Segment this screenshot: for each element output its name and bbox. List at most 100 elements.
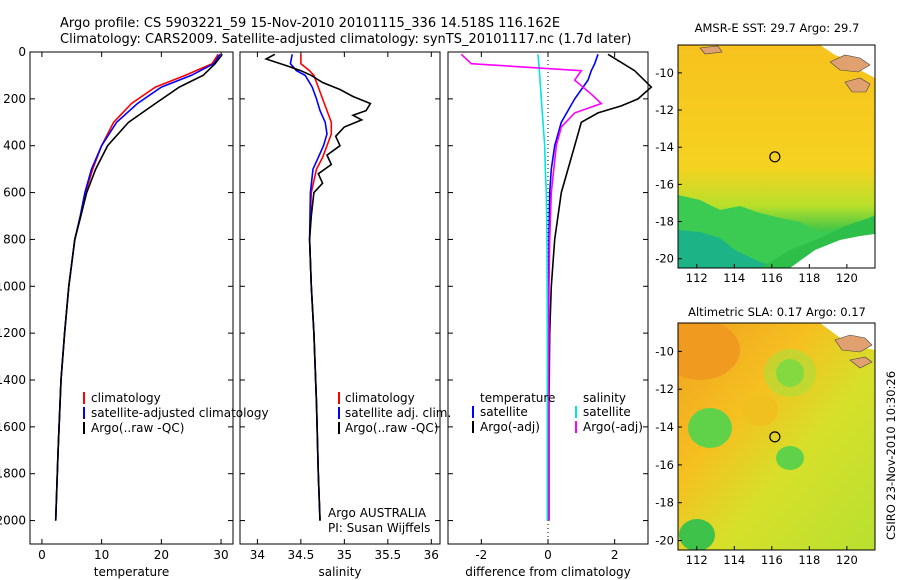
map-x-tick-label: 112: [686, 553, 708, 567]
australia-coast: [790, 234, 875, 268]
sla-low-eddy: [776, 446, 804, 470]
temperature-legend: climatology satellite-adjusted climatolo…: [83, 391, 269, 435]
y-tick-label: 800: [3, 232, 26, 246]
y-tick-label: 0: [18, 45, 26, 59]
x-tick-label: 34: [250, 548, 265, 562]
x-tick-label: 2: [611, 548, 619, 562]
map-x-tick-label: 118: [798, 271, 820, 285]
series-line-climatology: [300, 54, 333, 521]
argo-location-marker: [769, 151, 781, 163]
sla-high-region: [678, 323, 740, 380]
x-axis-label: salinity: [318, 565, 361, 579]
difference-plot: -2 0 2 difference from climatology: [448, 51, 653, 579]
map-y-tick-label: -20: [655, 534, 674, 548]
map-x-tick-label: 116: [761, 271, 783, 285]
y-tick-label: 1400: [0, 373, 26, 387]
map-x-tick-label: 114: [723, 271, 745, 285]
series-line-salinity-satellite: [537, 54, 549, 521]
x-axis-label: difference from climatology: [465, 565, 631, 579]
header-line-1: Argo profile: CS 5903221_59 15-Nov-2010 …: [60, 16, 560, 31]
map-y-tick-label: -16: [655, 177, 674, 191]
x-tick-label: 35.5: [374, 548, 401, 562]
legend-label-argo: Argo(..raw -QC): [345, 421, 438, 435]
y-tick-label: 1800: [0, 467, 26, 481]
float-owner-label: Argo AUSTRALIA: [328, 506, 427, 520]
map-x-tick-label: 116: [761, 553, 783, 567]
map-y-tick-label: -18: [655, 496, 674, 510]
sla-low-eddy: [688, 408, 732, 448]
map-y-tick-label: -10: [655, 66, 674, 80]
map-x-tick-label: 120: [836, 271, 858, 285]
island-sumbawa: [844, 77, 871, 93]
map-x-tick-label: 120: [836, 553, 858, 567]
map-y-tick-label: -14: [655, 420, 674, 434]
map-x-tick-label: 118: [798, 553, 820, 567]
sla-map-frame: [677, 322, 876, 551]
y-tick-label: 1600: [0, 420, 26, 434]
header-line-2: Climatology: CARS2009. Satellite-adjuste…: [60, 32, 632, 47]
x-tick-label: 36: [424, 548, 439, 562]
y-tick-label: 600: [3, 186, 26, 200]
y-tick-label: 200: [3, 92, 26, 106]
map-y-tick-label: -12: [655, 382, 674, 396]
legend-label-climatology: climatology: [91, 391, 161, 405]
float-pi-label: PI: Susan Wijffels: [328, 521, 430, 535]
legend-label-temp-argo: Argo(-adj): [480, 420, 540, 434]
salinity-legend: climatology satellite adj. clim. Argo(..…: [328, 391, 451, 535]
x-tick-label: 30: [213, 548, 228, 562]
x-tick-label: 0: [544, 548, 552, 562]
map-x-tick-label: 112: [686, 271, 708, 285]
legend-label-climatology: climatology: [345, 391, 415, 405]
map-y-tick-label: -10: [655, 344, 674, 358]
legend-label-satellite: satellite-adjusted climatology: [91, 406, 269, 420]
legend-label-sal-argo: Argo(-adj): [583, 420, 643, 434]
map-x-tick-label: 114: [723, 553, 745, 567]
series-line-argo-raw-qc-: [264, 53, 372, 521]
argo-location-marker: [769, 431, 781, 443]
map-y-tick-label: -18: [655, 215, 674, 229]
x-tick-label: -2: [475, 548, 487, 562]
temperature-plot: 0 10 20 30 0 200 400 600 800 1000 1200 1400 1600 1800…: [0, 45, 233, 579]
x-tick-label: 20: [154, 548, 169, 562]
temperature-panel-frame: [29, 51, 234, 545]
series-line-climatology: [54, 53, 219, 521]
legend-label-temp-satellite: satellite: [480, 405, 528, 419]
x-tick-label: 0: [38, 548, 46, 562]
sla-low-eddy: [679, 519, 715, 550]
sst-map-frame: [677, 44, 876, 269]
legend-label-satellite: satellite adj. clim.: [345, 406, 451, 420]
salinity-panel-frame: [239, 51, 441, 545]
y-tick-label: 400: [3, 139, 26, 153]
x-axis-label: temperature: [94, 565, 169, 579]
series-line-argo-raw-qc-: [54, 53, 223, 521]
sst-map-title: AMSR-E SST: 29.7 Argo: 29.7: [695, 21, 860, 35]
legend-label-sal-satellite: satellite: [583, 405, 631, 419]
salinity-plot: 34 34.5 35 35.5 36 salinity: [240, 51, 440, 579]
x-tick-label: 10: [94, 548, 109, 562]
credit-label: CSIRO 23-Nov-2010 10:30:26: [884, 371, 898, 540]
y-tick-label: 1000: [0, 279, 26, 293]
series-line-salinity-argo-adj-: [460, 53, 603, 521]
series-line-satellite-adjusted-climatology: [54, 53, 221, 521]
legend-heading-salinity: salinity: [583, 391, 626, 405]
map-y-tick-label: -14: [655, 140, 674, 154]
island-sumba: [834, 334, 873, 353]
island-sumba: [829, 54, 871, 73]
series-line-temperature-satellite: [547, 54, 599, 521]
difference-legend: temperature satellite Argo(-adj) salinit…: [472, 391, 643, 434]
legend-heading-temperature: temperature: [480, 391, 555, 405]
sst-coolest-region: [678, 230, 780, 268]
y-tick-label: 2000: [0, 514, 26, 528]
sla-high-eddy: [742, 394, 778, 426]
series-line-temperature-argo-adj-: [548, 53, 653, 521]
y-tick-label: 1200: [0, 326, 26, 340]
sla-map-title: Altimetric SLA: 0.17 Argo: 0.17: [688, 305, 866, 319]
map-y-tick-label: -20: [655, 252, 674, 266]
map-y-tick-label: -16: [655, 458, 674, 472]
sst-map-axes: 112 114 116 118 120 -10 -12 -14 -16 -18 -20: [655, 66, 858, 285]
legend-label-argo: Argo(..raw -QC): [91, 421, 184, 435]
sla-low-eddy-halo: [764, 349, 816, 397]
sla-map-field: [678, 323, 875, 550]
island-java: [699, 45, 723, 55]
